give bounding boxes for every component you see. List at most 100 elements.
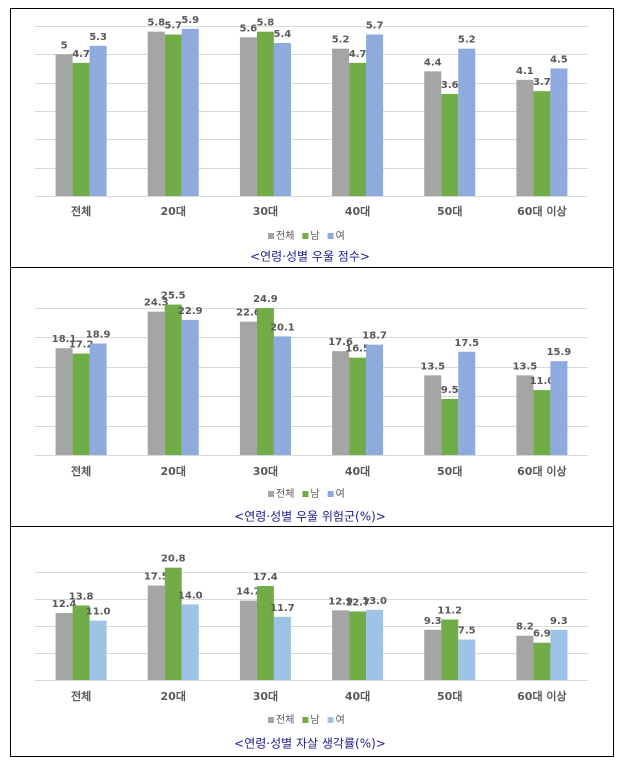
- value-label: 5.7: [164, 21, 182, 32]
- value-label: 5.8: [147, 18, 165, 29]
- bar: [349, 62, 367, 197]
- x-tick-label: 40대: [345, 464, 370, 478]
- value-label: 22.9: [178, 306, 203, 317]
- value-label: 12.4: [52, 599, 77, 610]
- value-label: 13.0: [362, 596, 387, 607]
- bar: [181, 28, 199, 197]
- value-label: 5.7: [366, 21, 384, 32]
- value-label: 24.3: [144, 298, 169, 309]
- value-label: 18.1: [52, 334, 77, 345]
- bar: [516, 635, 534, 680]
- bar: [366, 609, 384, 680]
- bar: [147, 311, 165, 455]
- bar: [533, 642, 551, 680]
- value-label: 11.7: [270, 603, 295, 614]
- legend-swatch: [327, 233, 334, 239]
- x-tick-label: 60대 이상: [517, 204, 567, 218]
- x-tick-label: 전체: [71, 689, 91, 703]
- legend-label: 여: [336, 714, 345, 726]
- chart-title: <연령·성별 우울 점수>: [250, 250, 370, 264]
- x-tick-label: 전체: [71, 464, 91, 478]
- bar: [55, 348, 73, 455]
- bar: [533, 91, 551, 196]
- bar: [441, 94, 459, 196]
- legend-label: 남: [310, 488, 319, 500]
- value-label: 4.1: [516, 66, 534, 77]
- bar: [349, 611, 367, 680]
- value-label: 4.7: [349, 49, 367, 60]
- value-label: 17.4: [253, 572, 278, 583]
- x-tick-label: 30대: [253, 464, 278, 478]
- bar: [332, 351, 350, 455]
- bar: [366, 344, 384, 455]
- value-label: 14.7: [236, 587, 261, 598]
- bar: [332, 610, 350, 680]
- value-label: 11.0: [86, 607, 111, 618]
- value-label: 9.3: [550, 616, 568, 627]
- bar: [55, 54, 73, 197]
- x-tick-label: 20대: [161, 689, 186, 703]
- chart-title: <연령·성별 자살 생각률(%)>: [234, 737, 386, 751]
- x-tick-label: 40대: [345, 689, 370, 703]
- x-tick-label: 30대: [253, 204, 278, 218]
- value-label: 25.5: [161, 291, 186, 302]
- x-tick-label: 50대: [437, 204, 462, 218]
- legend-label: 전체: [276, 230, 294, 242]
- legend-swatch: [268, 717, 274, 723]
- bar: [458, 351, 476, 455]
- bar: [273, 336, 291, 455]
- value-label: 12.9: [328, 596, 353, 607]
- value-label: 5.3: [89, 32, 107, 43]
- value-label: 17.5: [144, 572, 169, 583]
- value-label: 8.2: [516, 622, 534, 633]
- value-label: 4.7: [72, 49, 90, 60]
- bar: [458, 48, 476, 196]
- bar: [239, 321, 257, 455]
- value-label: 5.6: [240, 23, 258, 34]
- bar: [533, 390, 551, 455]
- value-label: 4.4: [424, 57, 442, 68]
- x-tick-label: 60대 이상: [517, 689, 567, 703]
- bar: [181, 604, 199, 680]
- value-label: 16.5: [345, 344, 370, 355]
- bar: [256, 586, 274, 680]
- legend-swatch: [302, 717, 309, 723]
- bar: [164, 304, 182, 455]
- value-label: 11.0: [530, 376, 555, 387]
- value-label: 3.7: [533, 77, 551, 88]
- bar: [89, 343, 107, 455]
- bar: [424, 375, 442, 455]
- legend-swatch: [268, 491, 274, 497]
- value-label: 18.7: [362, 331, 387, 342]
- value-label: 5.4: [274, 29, 292, 40]
- bar: [441, 398, 459, 455]
- legend-label: 전체: [276, 714, 294, 726]
- value-label: 5: [61, 40, 68, 51]
- value-label: 15.9: [547, 347, 572, 358]
- bar: [147, 585, 165, 680]
- x-tick-label: 50대: [437, 464, 462, 478]
- x-tick-label: 40대: [345, 204, 370, 218]
- x-tick-label: 전체: [71, 204, 91, 218]
- value-label: 20.1: [270, 322, 295, 333]
- bar: [72, 353, 90, 455]
- panel-border: [10, 526, 614, 757]
- value-label: 14.0: [178, 590, 203, 601]
- value-label: 9.3: [424, 616, 442, 627]
- value-label: 5.2: [458, 35, 476, 46]
- bar: [516, 375, 534, 455]
- legend-label: 여: [336, 230, 345, 242]
- bar: [181, 319, 199, 455]
- x-tick-label: 60대 이상: [517, 464, 567, 478]
- bar: [273, 616, 291, 680]
- legend-swatch: [268, 233, 274, 239]
- value-label: 17.6: [328, 337, 353, 348]
- value-label: 13.8: [69, 591, 94, 602]
- bar: [89, 620, 107, 680]
- bar: [239, 37, 257, 197]
- bar: [550, 68, 568, 196]
- bar: [72, 605, 90, 680]
- legend-swatch: [302, 233, 309, 239]
- bar: [332, 48, 350, 196]
